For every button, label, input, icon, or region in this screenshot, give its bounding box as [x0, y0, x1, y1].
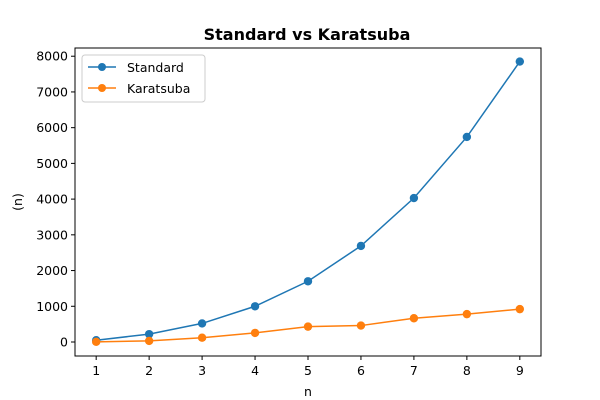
x-tick-label: 9 — [516, 363, 524, 378]
legend-marker-karatsuba — [98, 84, 106, 92]
y-tick-label: 3000 — [36, 227, 68, 242]
y-tick-label: 1000 — [36, 299, 68, 314]
y-axis-label: (n) — [10, 193, 25, 211]
x-tick-label: 8 — [463, 363, 471, 378]
x-tick-label: 3 — [198, 363, 206, 378]
data-point-standard — [144, 329, 154, 339]
legend: Standard Karatsuba — [81, 54, 206, 103]
legend-label-karatsuba: Karatsuba — [127, 81, 190, 96]
data-point-standard — [515, 57, 525, 66]
x-axis-ticks: 1 2 3 4 5 6 7 8 9 — [92, 356, 524, 378]
plot-frame — [74, 47, 542, 357]
y-axis-ticks: 0 1000 2000 3000 4000 5000 6000 7000 8000 — [36, 49, 75, 349]
x-tick-label: 5 — [304, 363, 312, 378]
data-point-karatsuba — [91, 337, 101, 347]
y-tick-label: 0 — [60, 334, 68, 349]
data-point-standard — [462, 132, 472, 142]
x-tick-label: 7 — [410, 363, 418, 378]
x-tick-label: 6 — [357, 363, 365, 378]
data-point-standard — [356, 241, 366, 251]
data-point-karatsuba — [303, 322, 313, 331]
data-point-karatsuba — [197, 333, 207, 342]
y-tick-label: 7000 — [36, 84, 68, 99]
data-point-standard — [303, 277, 313, 286]
y-tick-label: 6000 — [36, 120, 68, 135]
x-tick-label: 2 — [145, 363, 153, 378]
y-tick-label: 2000 — [36, 263, 68, 278]
legend-label-standard: Standard — [127, 60, 184, 75]
data-point-karatsuba — [515, 304, 525, 314]
x-axis-label: n — [304, 384, 312, 399]
data-point-karatsuba — [144, 336, 154, 346]
series-layer — [91, 57, 525, 347]
chart-title: Standard vs Karatsuba — [204, 25, 411, 44]
y-tick-label: 4000 — [36, 192, 68, 207]
y-tick-label: 8000 — [36, 49, 68, 64]
data-point-karatsuba — [250, 328, 260, 338]
x-tick-label: 1 — [92, 363, 100, 378]
legend-marker-standard — [98, 63, 106, 71]
data-point-standard — [409, 193, 419, 203]
data-point-standard — [197, 319, 207, 328]
y-tick-label: 5000 — [36, 156, 68, 171]
data-point-karatsuba — [409, 314, 419, 323]
data-point-karatsuba — [462, 309, 472, 319]
data-point-standard — [250, 302, 260, 311]
x-tick-label: 4 — [251, 363, 259, 378]
data-point-karatsuba — [356, 321, 366, 330]
